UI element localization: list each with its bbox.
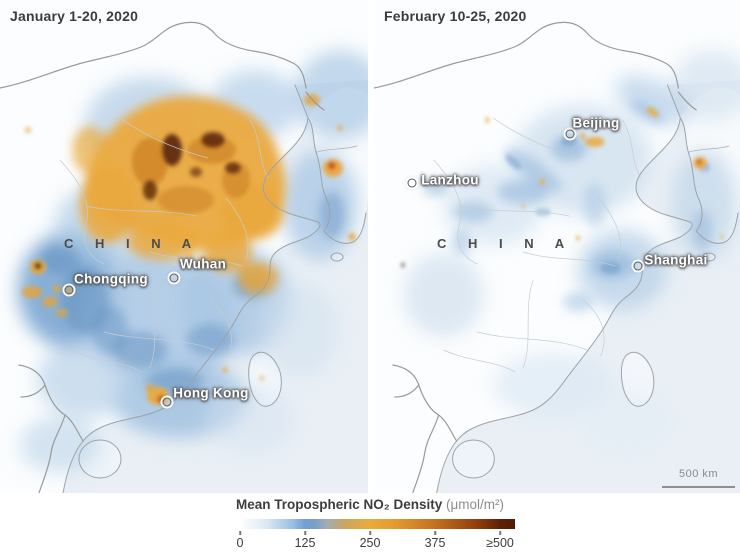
country-label-china-left: C H I N A	[64, 236, 201, 251]
colorbar-tick	[434, 531, 436, 535]
colorbar-tick	[369, 531, 371, 535]
colorbar-tick	[304, 531, 306, 535]
city-marker-chongqing	[64, 285, 74, 295]
scale-bar-label: 500 km	[678, 468, 719, 480]
city-marker-shanghai	[633, 261, 643, 271]
legend-title: Mean Tropospheric NO₂ Density (μmol/m²)	[0, 497, 740, 512]
colorbar-tick	[499, 531, 501, 535]
legend-units: (μmol/m²)	[446, 497, 505, 512]
city-label-chongqing: Chongqing	[74, 271, 148, 287]
city-label-hong-kong: Hong Kong	[173, 385, 249, 401]
map-canvas-february	[374, 0, 740, 493]
city-label-wuhan: Wuhan	[179, 256, 227, 272]
city-marker-lanzhou	[407, 178, 417, 188]
colorbar	[230, 519, 515, 529]
city-label-shanghai: Shanghai	[644, 252, 708, 268]
city-marker-wuhan	[169, 273, 179, 283]
tick-label-375: 375	[424, 536, 446, 550]
map-title-january: January 1-20, 2020	[10, 8, 139, 24]
colorbar-tick	[239, 531, 241, 535]
tick-label-250: 250	[359, 536, 381, 550]
tick-label-500: ≥500	[486, 536, 514, 550]
map-canvas-january	[0, 0, 368, 493]
map-february: February 10-25, 2020 C H I N A Beijing L…	[374, 0, 740, 493]
tick-label-125: 125	[294, 536, 316, 550]
city-label-beijing: Beijing	[572, 115, 620, 131]
country-label-china-right: C H I N A	[437, 236, 574, 251]
colorbar-ticks: 0 125 250 375 ≥500	[230, 529, 515, 555]
city-label-lanzhou: Lanzhou	[421, 172, 479, 188]
city-marker-beijing	[565, 129, 575, 139]
map-title-february: February 10-25, 2020	[384, 8, 527, 24]
legend: Mean Tropospheric NO₂ Density (μmol/m²) …	[0, 497, 740, 560]
city-marker-hong-kong	[162, 397, 172, 407]
scale-bar	[662, 486, 735, 488]
tick-label-0: 0	[236, 536, 244, 550]
map-january: January 1-20, 2020 C H I N A Chongqing W…	[0, 0, 368, 493]
legend-title-text: Mean Tropospheric NO₂ Density	[235, 497, 443, 512]
